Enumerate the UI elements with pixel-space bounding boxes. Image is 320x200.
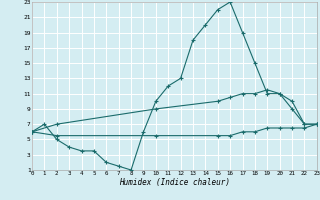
X-axis label: Humidex (Indice chaleur): Humidex (Indice chaleur) [119, 178, 230, 187]
